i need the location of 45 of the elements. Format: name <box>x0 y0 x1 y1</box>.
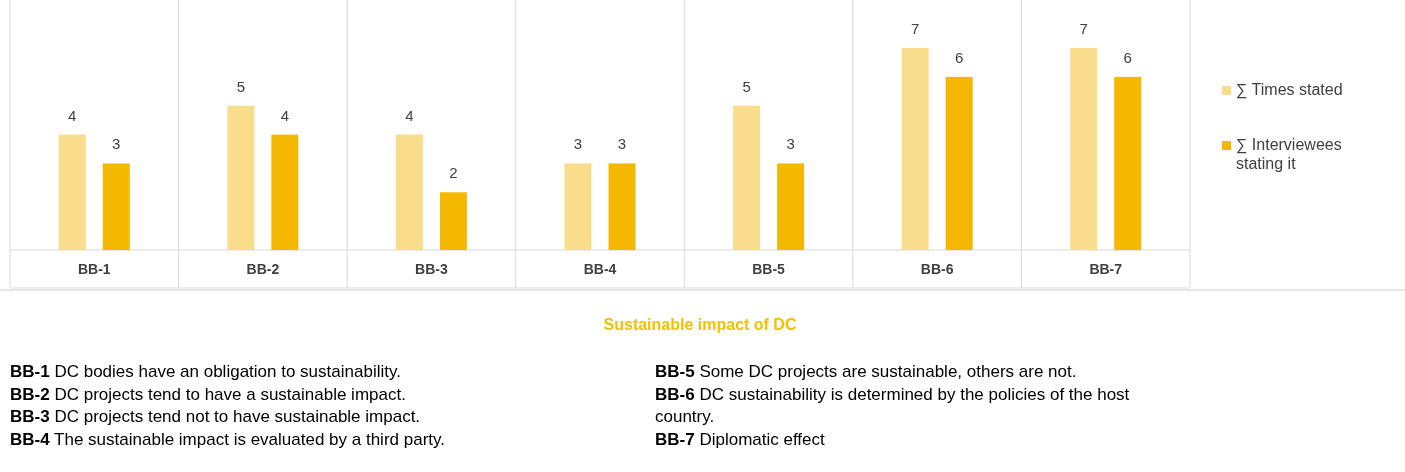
bar <box>1070 48 1098 250</box>
text: BB-6 DC sustainability is determined by the policies of the host country. <box>655 384 1130 426</box>
x-tick-label: BB-6 <box>920 261 954 277</box>
x-tick-label: BB-1 <box>77 261 111 277</box>
text: BB-3 DC projects tend not to have sustainable impact. <box>10 407 421 426</box>
data-label: 7 <box>910 20 920 37</box>
x-tick-label: BB-4 <box>583 261 617 277</box>
bar <box>945 76 973 250</box>
legend-label: ∑ Interviewees stating it <box>1236 136 1342 172</box>
bar <box>733 105 761 250</box>
text: BB-2 DC projects tend to have a sustainable impact. <box>10 384 406 404</box>
bar <box>102 163 130 250</box>
bar <box>1114 76 1142 250</box>
legend-label: ∑ Times stated <box>1236 81 1343 99</box>
bar <box>439 192 467 250</box>
bar <box>777 163 805 250</box>
text: BB-5 Some DC projects are sustainable, others are not. <box>655 362 1077 381</box>
x-tick-label: BB-2 <box>246 261 280 277</box>
x-tick-label: BB-5 <box>752 261 786 277</box>
bar <box>227 105 255 250</box>
data-label: 4 <box>280 106 290 124</box>
bar <box>608 163 636 250</box>
data-label: 6 <box>954 48 964 66</box>
data-label: 7 <box>1079 20 1088 37</box>
data-label: 5 <box>742 77 751 95</box>
text: BB-7 Diplomatic effect <box>655 429 826 449</box>
text: BB-4 The sustainable impact is evaluated by a third party. <box>10 429 445 449</box>
data-label: 3 <box>573 135 583 153</box>
bar <box>58 134 86 250</box>
x-tick-label: BB-7 <box>1089 261 1123 277</box>
data-label: 3 <box>112 135 121 153</box>
data-label: 2 <box>449 164 458 182</box>
bar <box>901 48 929 250</box>
bar <box>271 134 299 250</box>
data-label: 4 <box>68 106 77 124</box>
data-label: 6 <box>1123 48 1132 66</box>
data-label: 5 <box>236 77 246 95</box>
bar <box>564 163 592 250</box>
data-label: 4 <box>405 106 414 124</box>
text: Sustainable impact of DC <box>603 316 797 333</box>
x-tick-label: BB-3 <box>415 261 448 277</box>
text: BB-1 DC bodies have an obligation to sustainability. <box>10 362 401 381</box>
bar <box>395 134 423 250</box>
data-label: 3 <box>617 135 627 153</box>
data-label: 3 <box>786 135 795 153</box>
